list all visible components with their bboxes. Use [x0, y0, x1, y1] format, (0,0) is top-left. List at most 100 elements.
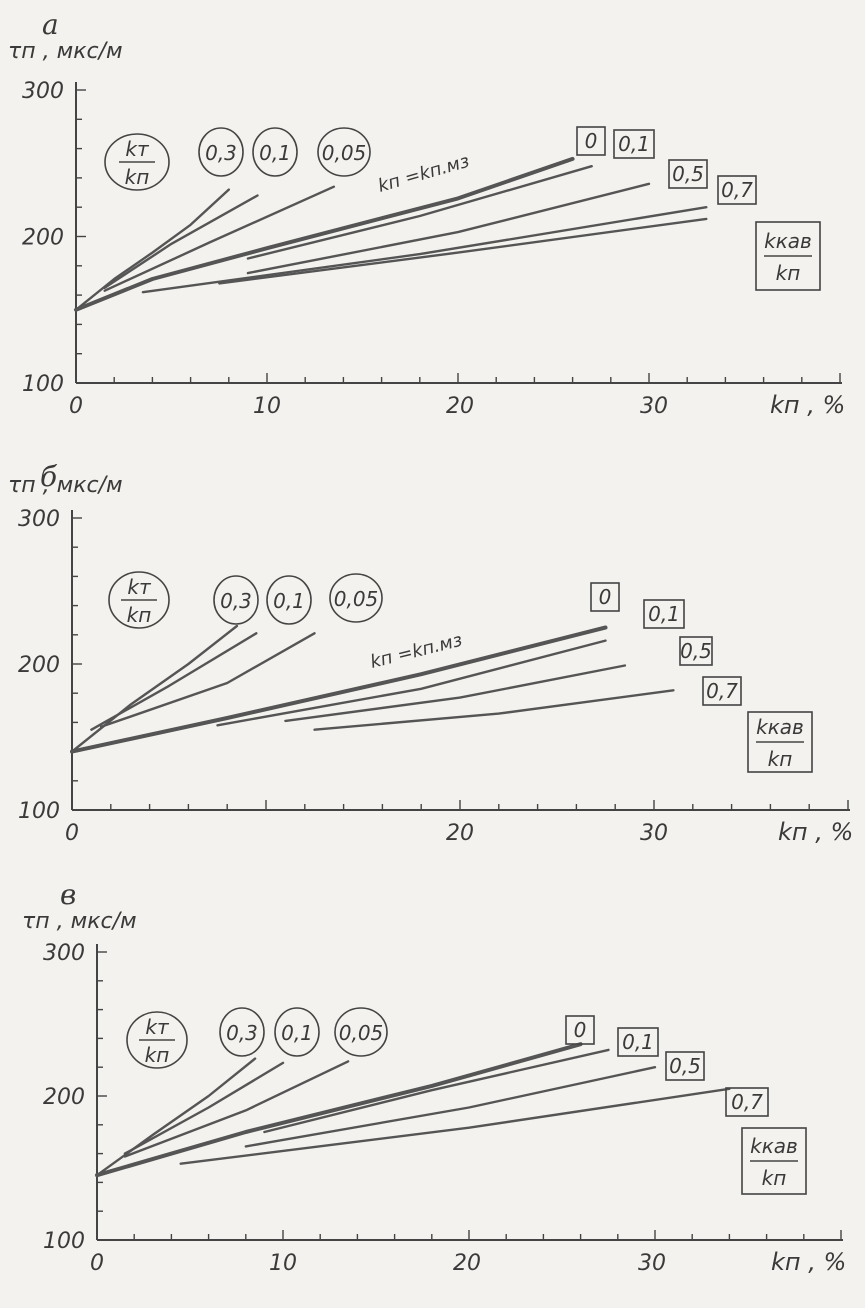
kt-legend-circle	[104, 133, 170, 191]
x-axis-label: kп , %	[778, 818, 853, 846]
x-tick-label: 10	[269, 1251, 297, 1276]
kkav-value-box	[717, 175, 757, 205]
x-tick-label: 30	[640, 821, 668, 846]
kkav-legend-denominator: kп	[776, 261, 801, 285]
kt-legend-circle	[126, 1011, 188, 1069]
kkav-value-box	[679, 636, 713, 666]
series-line	[70, 624, 239, 753]
series-line	[74, 156, 575, 312]
kt-legend-denominator: kп	[125, 165, 150, 189]
kkav-value-label: 0,1	[618, 132, 650, 156]
kkav-value-box	[702, 676, 742, 706]
series-line	[95, 1042, 583, 1178]
series-line	[218, 217, 708, 285]
kkav-value-box	[576, 126, 606, 156]
series-line	[103, 194, 259, 289]
kkav-value-label: 0,7	[706, 679, 738, 703]
series-line	[263, 1048, 610, 1134]
kkav-value-box	[617, 1027, 659, 1057]
series-line	[216, 639, 607, 727]
series-line	[246, 165, 593, 260]
y-axis-label: τп , мкс/м	[8, 39, 123, 64]
x-tick-label: 30	[640, 394, 668, 419]
kkav-legend-box	[755, 221, 821, 291]
kkav-value-label: 0,1	[648, 602, 680, 626]
kkav-value-label: 0,1	[622, 1030, 654, 1054]
x-tick-label: 0	[65, 821, 79, 846]
y-tick-label: 100	[22, 372, 64, 397]
kt-legend-circle	[108, 571, 170, 629]
x-axis-label: kп , %	[770, 391, 845, 419]
y-tick-label: 100	[43, 1229, 85, 1254]
kt-legend-numerator: kт	[145, 1015, 170, 1039]
kt-value-circle	[334, 1007, 388, 1057]
x-tick-label: 0	[69, 394, 83, 419]
kt-value-label: 0,05	[322, 141, 367, 165]
kt-value-circle	[219, 1007, 265, 1057]
kkav-value-box	[613, 129, 655, 159]
series-line	[123, 1060, 350, 1158]
kt-value-circle	[329, 573, 383, 623]
kkav-value-label: 0,5	[680, 639, 712, 663]
kt-value-label: 0,1	[273, 589, 305, 613]
series-line	[70, 625, 608, 754]
kkav-legend-denominator: kп	[768, 747, 793, 771]
main-curve-label: kп =kп.мз	[376, 151, 472, 197]
kt-value-circle	[274, 1007, 320, 1057]
panel-letter: б	[40, 460, 58, 493]
kkav-value-box	[565, 1015, 595, 1045]
series-line	[141, 206, 708, 294]
kkav-value-box	[590, 582, 620, 612]
y-tick-label: 200	[22, 226, 64, 251]
kt-value-label: 0,3	[220, 589, 252, 613]
x-tick-label: 20	[446, 394, 474, 419]
kt-value-label: 0,1	[259, 141, 291, 165]
kkav-value-box	[725, 1087, 769, 1117]
series-line	[179, 1087, 731, 1165]
kkav-legend-box	[747, 711, 813, 773]
y-tick-label: 100	[18, 799, 60, 824]
kt-value-label: 0,3	[205, 141, 237, 165]
panel-letter: а	[42, 8, 59, 41]
y-tick-label: 300	[22, 79, 64, 104]
kkav-value-label: 0	[574, 1018, 587, 1042]
series-line	[99, 632, 316, 728]
kkav-value-box	[643, 599, 685, 629]
kkav-value-label: 0,5	[672, 162, 704, 186]
x-axis-label: kп , %	[771, 1248, 846, 1276]
kkav-legend-box	[741, 1127, 807, 1195]
kt-value-label: 0,3	[226, 1021, 258, 1045]
series-line	[123, 1061, 285, 1155]
kkav-legend-numerator: kкав	[756, 715, 804, 739]
series-line	[284, 664, 627, 723]
y-axis-label: τп , мкс/м	[22, 909, 137, 934]
kt-legend-denominator: kп	[145, 1043, 170, 1067]
kt-value-circle	[266, 575, 312, 625]
kkav-value-label: 0	[585, 129, 598, 153]
kkav-value-box	[665, 1051, 705, 1081]
kt-value-label: 0,1	[281, 1021, 313, 1045]
x-tick-label: 0	[90, 1251, 104, 1276]
kkav-value-box	[668, 159, 708, 189]
y-tick-label: 300	[43, 941, 85, 966]
kt-legend-numerator: kт	[125, 137, 150, 161]
chart-panel-3: вτп , мкс/м 100 200 300 0 10 20 30 kп , % kт kп 0,3…	[22, 878, 846, 1276]
y-axis-label: τп , мкс/м	[8, 473, 123, 498]
series-line	[313, 689, 675, 731]
series-line	[90, 632, 258, 731]
kkav-value-label: 0,5	[669, 1054, 701, 1078]
x-tick-label: 20	[453, 1251, 481, 1276]
chart-panel-2: бτп , мкс/м 100 200 300 0 20 30 kп , % kт kп 0,3 0,…	[8, 460, 853, 846]
kt-legend-denominator: kп	[127, 603, 152, 627]
kt-value-label: 0,05	[334, 587, 379, 611]
kt-legend-numerator: kт	[127, 575, 152, 599]
y-tick-label: 300	[18, 507, 60, 532]
series-line	[244, 1066, 657, 1148]
kkav-legend-denominator: kп	[762, 1166, 787, 1190]
kkav-value-label: 0,7	[731, 1090, 763, 1114]
series-line	[103, 185, 336, 292]
x-tick-label: 20	[446, 821, 474, 846]
kkav-value-label: 0	[599, 585, 612, 609]
chart-panel-1: аτп , мкс/м 100 200 300 0 10 20 30 kп , % kт kп 0,3…	[8, 8, 845, 419]
